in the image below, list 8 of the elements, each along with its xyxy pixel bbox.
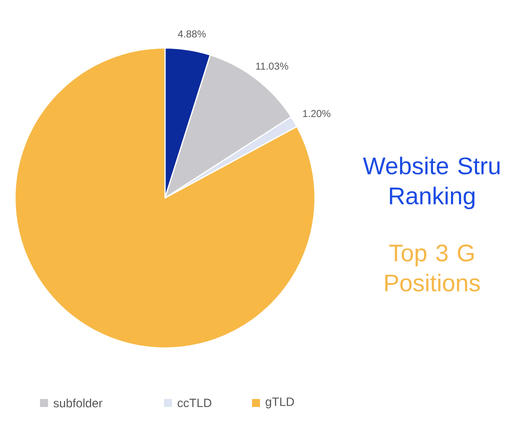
legend-label: subfolder xyxy=(54,398,102,408)
legend-label: gTLD xyxy=(266,398,294,408)
text: Top 3 G Positions xyxy=(385,244,480,292)
text: Website Stru Ranking xyxy=(362,156,500,210)
data-label: 1.20% xyxy=(303,110,330,118)
data-label: 11.03% xyxy=(256,62,288,70)
data-label: 4.88% xyxy=(178,30,206,38)
legend-label: ccTLD xyxy=(178,398,212,408)
